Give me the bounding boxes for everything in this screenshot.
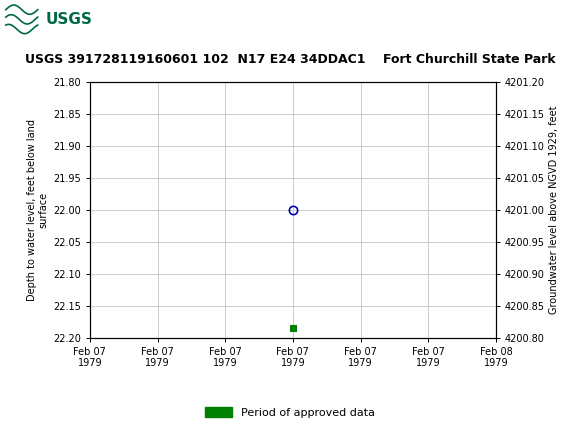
Y-axis label: Depth to water level, feet below land
surface: Depth to water level, feet below land su…	[27, 119, 49, 301]
Text: USGS 391728119160601 102  N17 E24 34DDAC1    Fort Churchill State Park: USGS 391728119160601 102 N17 E24 34DDAC1…	[25, 53, 555, 67]
FancyBboxPatch shape	[5, 3, 71, 36]
Y-axis label: Groundwater level above NGVD 1929, feet: Groundwater level above NGVD 1929, feet	[549, 105, 559, 314]
Text: USGS: USGS	[45, 12, 92, 27]
Legend: Period of approved data: Period of approved data	[200, 403, 380, 422]
